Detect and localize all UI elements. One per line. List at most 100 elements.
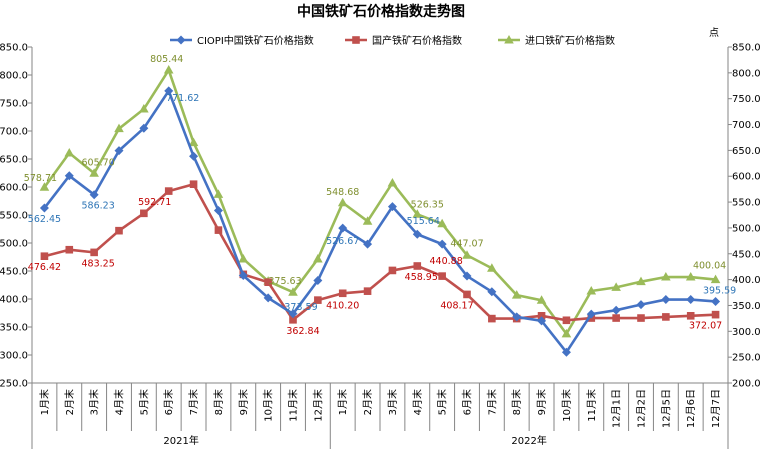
data-point xyxy=(637,314,645,322)
data-point xyxy=(387,202,397,212)
data-point xyxy=(561,328,572,338)
data-point xyxy=(363,287,372,295)
data-point xyxy=(189,180,198,188)
x-tick-label: 12月末 xyxy=(311,389,324,422)
x-tick-label: 11月末 xyxy=(287,389,300,422)
y-tick-label-right: 500.0 xyxy=(732,223,761,234)
data-point xyxy=(437,239,447,249)
legend-label: 进口铁矿石价格指数 xyxy=(525,34,615,47)
data-point xyxy=(214,226,223,234)
data-point xyxy=(463,290,471,299)
x-tick-label: 12月7日 xyxy=(710,389,722,428)
data-point xyxy=(686,295,696,305)
y-tick-label-left: 400.0 xyxy=(0,295,28,306)
x-tick-label: 3月末 xyxy=(386,389,399,415)
data-label: 476.42 xyxy=(28,262,61,273)
axes: 250.0 300.0 350.0 400.0 450.0 500.0 550.0 600.0… xyxy=(0,43,761,449)
y-tick-label-right: 850.0 xyxy=(732,43,761,54)
data-point xyxy=(711,296,721,306)
data-point xyxy=(512,312,522,322)
x-tick-label: 7月末 xyxy=(187,389,200,415)
y-tick-label-left: 500.0 xyxy=(0,239,28,250)
y-tick-label-left: 650.0 xyxy=(0,155,28,166)
group-label: 2021年 xyxy=(163,434,198,447)
x-tick-label: 4月末 xyxy=(411,389,424,415)
data-point xyxy=(164,187,173,195)
x-tick-label: 11月末 xyxy=(585,389,598,422)
y-tick-label-right: 350.0 xyxy=(732,301,761,312)
x-tick-label: 12月2日 xyxy=(636,389,648,428)
data-label: 483.25 xyxy=(82,258,115,269)
legend-label: 国产铁矿石价格指数 xyxy=(372,34,462,47)
data-point xyxy=(288,287,298,296)
x-tick-label: 6月末 xyxy=(461,389,474,415)
y-tick-label-right: 200.0 xyxy=(732,379,761,390)
data-point xyxy=(40,252,49,261)
x-tick-label: 3月末 xyxy=(88,389,101,415)
y-tick-label-right: 650.0 xyxy=(732,146,761,157)
data-point xyxy=(462,250,472,259)
data-point xyxy=(313,253,323,263)
data-point xyxy=(352,36,360,44)
data-label: 548.68 xyxy=(326,187,359,198)
y-tick-label-right: 550.0 xyxy=(732,198,761,209)
x-tick-label: 8月末 xyxy=(510,389,523,415)
y-tick-label-right: 400.0 xyxy=(732,275,761,286)
x-tick-label: 1月末 xyxy=(336,389,349,415)
x-tick-label: 5月末 xyxy=(436,389,449,415)
y-tick-label-right: 700.0 xyxy=(732,120,761,131)
data-label: 408.17 xyxy=(440,300,473,311)
data-point xyxy=(115,226,123,235)
y-tick-label-right: 750.0 xyxy=(732,94,761,105)
data-point xyxy=(661,295,671,305)
data-point xyxy=(64,171,74,181)
data-point xyxy=(462,271,472,281)
x-tick-label: 12月5日 xyxy=(660,389,672,428)
data-point xyxy=(488,314,496,323)
data-point xyxy=(636,276,646,286)
data-label: 526.67 xyxy=(326,236,359,247)
data-point xyxy=(188,137,199,147)
data-point xyxy=(611,282,621,291)
data-point xyxy=(487,263,497,272)
y2-unit-label: 点 xyxy=(709,27,719,39)
data-point xyxy=(511,290,522,299)
data-point xyxy=(686,312,695,320)
legend: CIOPI中国铁矿石价格指数 国产铁矿石价格指数 进口铁矿石价格指数 xyxy=(170,34,615,47)
data-labels: 562.45 586.23 771.62 373.59 526.67 515.64 395.… xyxy=(24,54,736,337)
data-point xyxy=(337,197,348,207)
data-label: 458.95 xyxy=(405,272,438,283)
data-label: 372.07 xyxy=(689,321,722,332)
series-line xyxy=(43,89,716,354)
y-tick-label-right: 300.0 xyxy=(732,327,761,338)
data-point xyxy=(139,123,149,133)
x-tick-label: 8月末 xyxy=(212,389,225,415)
data-point xyxy=(163,65,174,74)
data-point xyxy=(213,206,223,216)
data-point xyxy=(710,274,721,284)
data-point xyxy=(39,203,49,213)
data-point xyxy=(413,262,422,270)
y-tick-label-left: 700.0 xyxy=(0,127,28,138)
data-point xyxy=(537,316,547,326)
data-point xyxy=(536,295,547,304)
y-tick-label-left: 550.0 xyxy=(0,211,28,222)
x-tick-label: 7月末 xyxy=(485,389,498,415)
data-label: 400.04 xyxy=(693,261,726,272)
data-point xyxy=(611,305,621,315)
data-point xyxy=(362,216,373,225)
y-tick-label-left: 850.0 xyxy=(0,43,28,54)
x-tick-label: 4月末 xyxy=(113,389,126,415)
data-point xyxy=(662,313,670,321)
data-point xyxy=(90,248,98,257)
data-point xyxy=(89,168,99,177)
data-point xyxy=(64,147,75,157)
data-point xyxy=(437,218,447,228)
series-line xyxy=(44,182,716,322)
data-label: 605.70 xyxy=(82,157,115,168)
x-tick-label: 6月末 xyxy=(162,389,175,415)
data-label: 771.62 xyxy=(166,93,199,104)
data-point xyxy=(711,310,720,319)
data-label: 373.59 xyxy=(284,302,317,313)
